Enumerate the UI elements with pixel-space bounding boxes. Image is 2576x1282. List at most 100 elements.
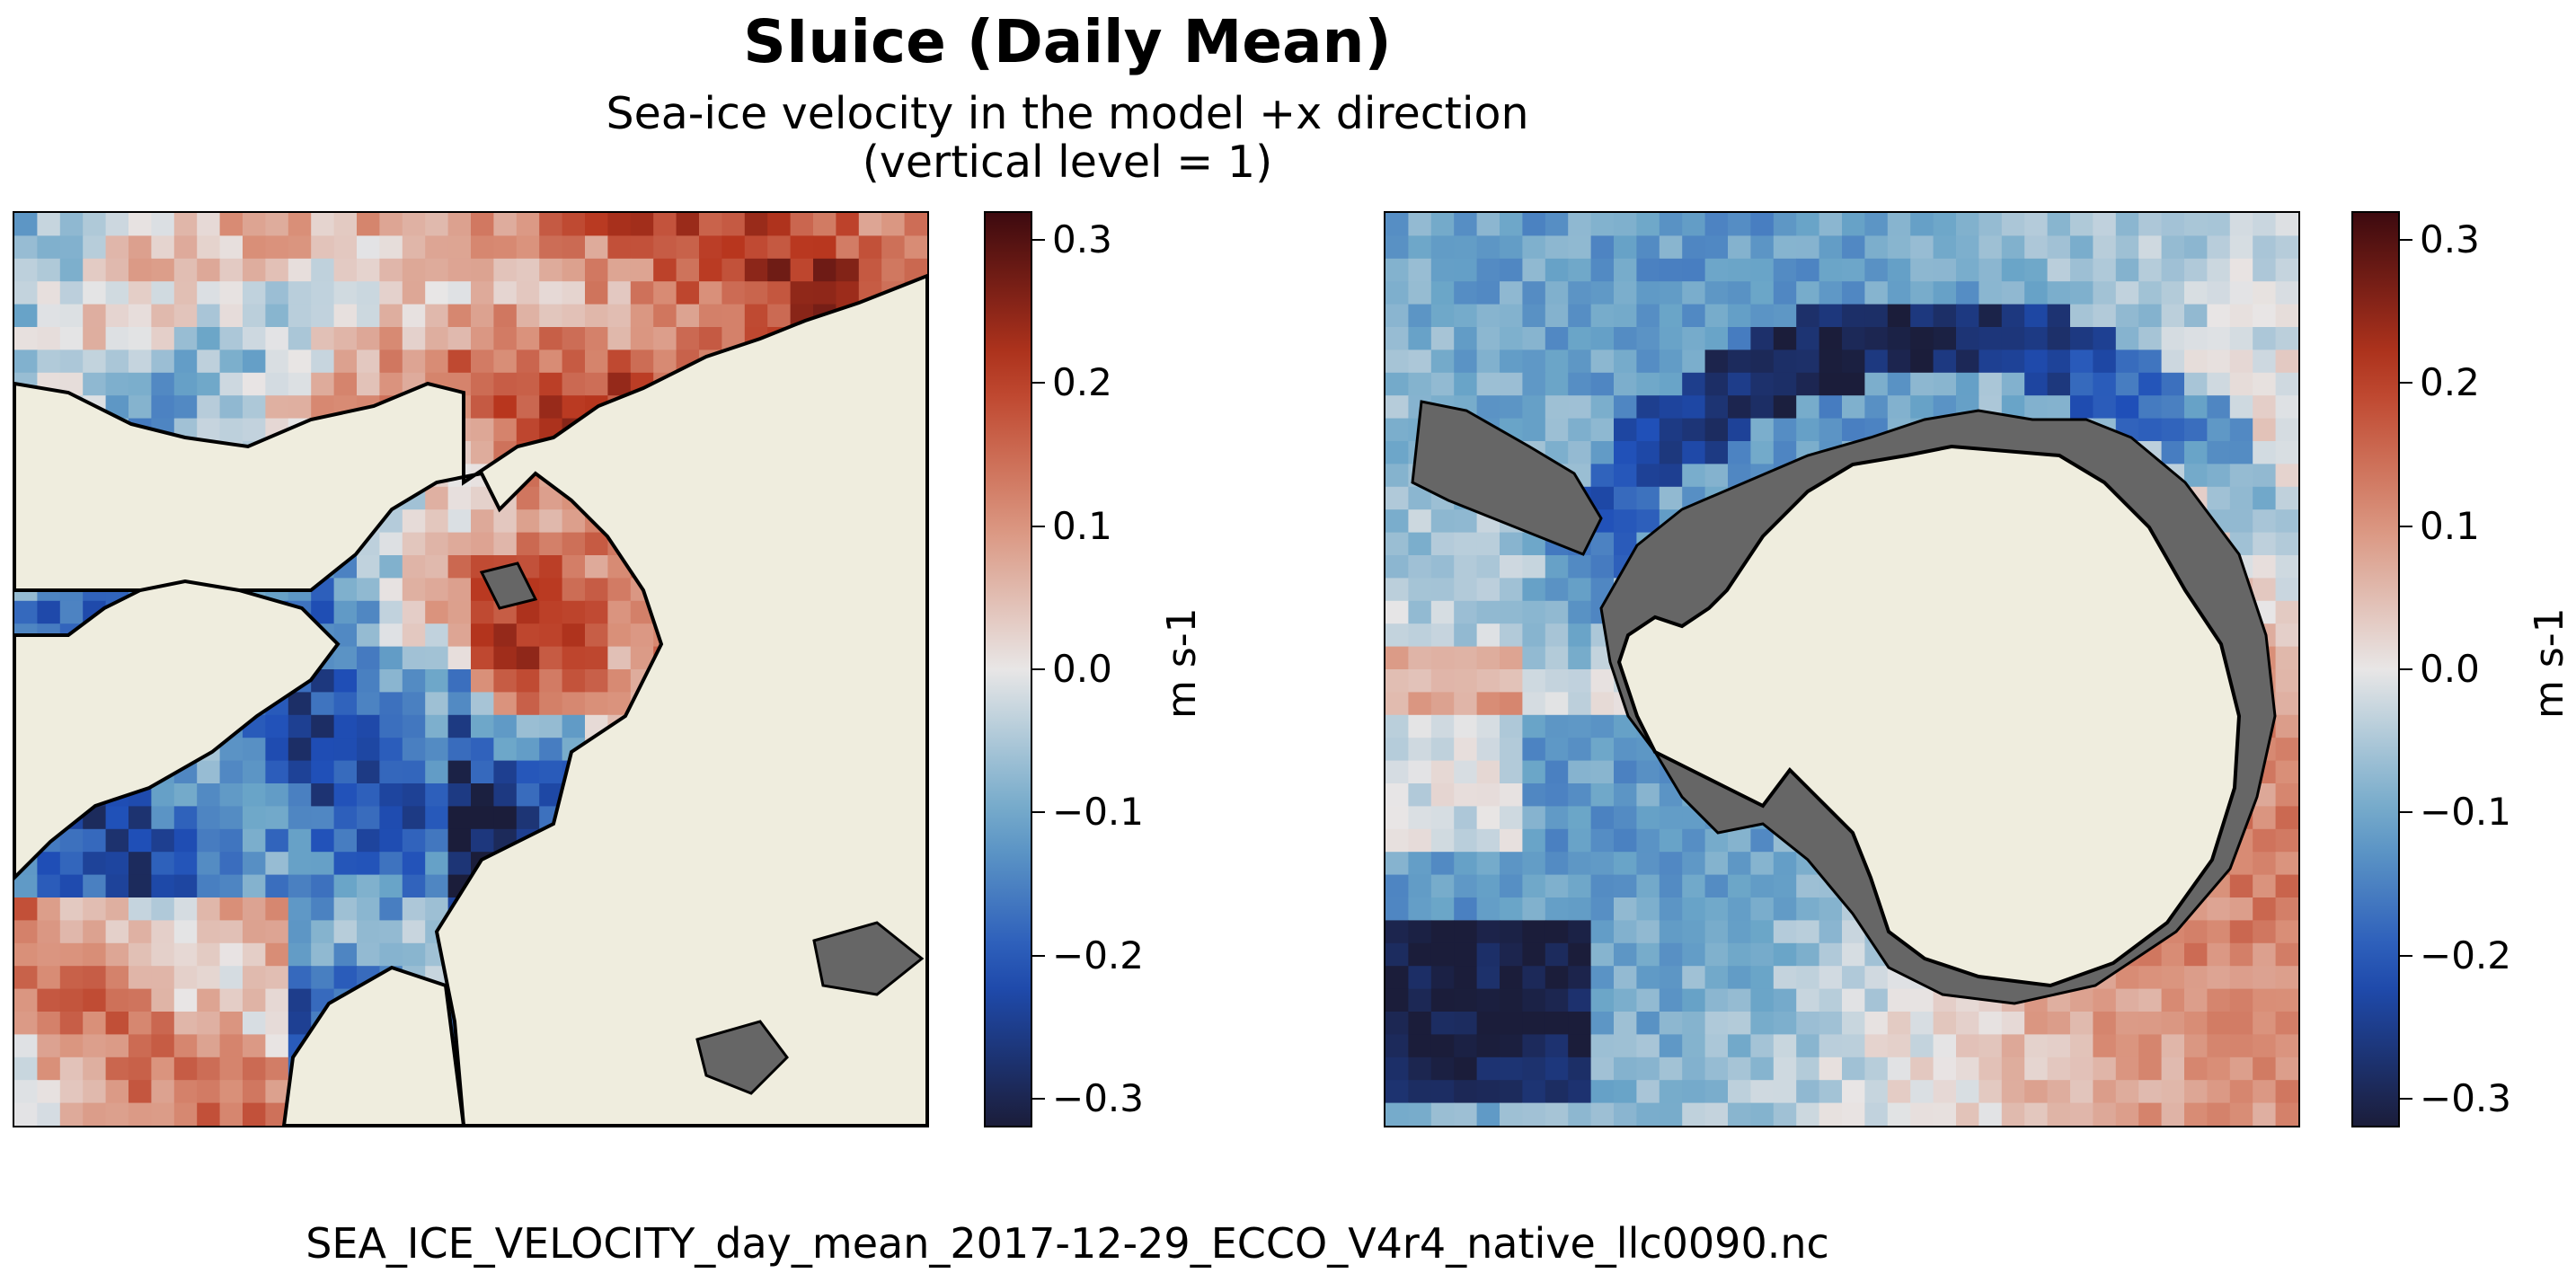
velocity-cell — [2253, 235, 2277, 260]
velocity-cell — [2161, 1080, 2185, 1104]
velocity-cell — [1385, 806, 1409, 830]
velocity-cell — [1796, 988, 1820, 1012]
velocity-cell — [219, 327, 243, 350]
velocity-cell — [2161, 349, 2185, 374]
velocity-cell — [1385, 509, 1409, 534]
velocity-cell — [1682, 942, 1706, 967]
velocity-cell — [2115, 372, 2139, 396]
velocity-cell — [1476, 258, 1500, 282]
velocity-cell — [357, 714, 380, 738]
velocity-cell — [425, 578, 449, 602]
velocity-cell — [197, 852, 221, 876]
colorbar-tick — [2400, 1098, 2412, 1101]
velocity-cell — [59, 852, 84, 876]
velocity-cell — [1682, 395, 1706, 420]
velocity-cell — [2024, 281, 2049, 305]
velocity-cell — [2093, 235, 2117, 260]
velocity-cell — [1500, 304, 1523, 328]
velocity-cell — [1773, 920, 1797, 944]
velocity-cell — [1704, 920, 1729, 944]
velocity-cell — [1659, 1034, 1683, 1058]
velocity-cell — [471, 509, 494, 534]
velocity-cell — [1545, 1012, 1569, 1035]
velocity-cell — [1522, 988, 1546, 1012]
velocity-cell — [1385, 920, 1409, 944]
velocity-cell — [1864, 372, 1889, 396]
velocity-cell — [1522, 304, 1546, 328]
velocity-cell — [197, 828, 221, 853]
velocity-cell — [2207, 395, 2231, 420]
velocity-cell — [1773, 1012, 1797, 1035]
colorbar-tick-label: −0.1 — [2420, 790, 2511, 835]
velocity-cell — [243, 874, 266, 898]
velocity-cell — [2229, 1057, 2253, 1081]
velocity-cell — [357, 692, 380, 716]
velocity-cell — [2047, 1012, 2071, 1035]
velocity-cell — [2207, 942, 2231, 967]
velocity-cell — [311, 258, 335, 282]
velocity-cell — [1887, 281, 1911, 305]
antarctic-continent — [1616, 444, 2242, 988]
velocity-cell — [1568, 600, 1592, 624]
velocity-cell — [1430, 623, 1455, 648]
velocity-cell — [173, 852, 198, 876]
velocity-cell — [1385, 486, 1409, 510]
velocity-cell — [2093, 1012, 2117, 1035]
velocity-cell — [813, 258, 837, 282]
velocity-cell — [1842, 966, 1865, 990]
velocity-cell — [1887, 327, 1911, 350]
velocity-cell — [288, 349, 312, 374]
velocity-cell — [1430, 1102, 1455, 1126]
velocity-cell — [288, 738, 312, 762]
velocity-cell — [1750, 418, 1775, 442]
velocity-cell — [2001, 304, 2025, 328]
velocity-cell — [37, 304, 61, 328]
velocity-cell — [311, 213, 335, 236]
velocity-cell — [1385, 942, 1409, 967]
velocity-cell — [83, 1102, 107, 1126]
velocity-cell — [471, 738, 494, 762]
velocity-cell — [836, 235, 860, 260]
velocity-cell — [471, 372, 494, 396]
velocity-cell — [1568, 281, 1592, 305]
velocity-cell — [1430, 349, 1455, 374]
velocity-cell — [2070, 1102, 2094, 1126]
velocity-cell — [1476, 1057, 1500, 1081]
velocity-cell — [1590, 988, 1615, 1012]
velocity-cell — [1408, 646, 1432, 670]
velocity-cell — [173, 920, 198, 944]
velocity-cell — [1910, 304, 1934, 328]
velocity-cell — [1682, 372, 1706, 396]
velocity-cell — [1682, 1080, 1706, 1104]
velocity-cell — [1682, 852, 1706, 876]
velocity-cell — [2024, 1057, 2049, 1081]
velocity-cell — [2184, 1012, 2208, 1035]
velocity-cell — [1430, 852, 1455, 876]
velocity-cell — [173, 1080, 198, 1104]
velocity-cell — [2138, 1080, 2163, 1104]
velocity-cell — [197, 372, 221, 396]
colorbar-tick — [1032, 668, 1045, 670]
velocity-cell — [2024, 304, 2049, 328]
velocity-cell — [1864, 281, 1889, 305]
velocity-cell — [265, 874, 289, 898]
colorbar-tick — [1032, 1098, 1045, 1101]
velocity-cell — [471, 646, 494, 670]
velocity-cell — [1933, 1034, 1957, 1058]
velocity-cell — [219, 920, 243, 944]
velocity-cell — [1500, 349, 1523, 374]
velocity-cell — [311, 304, 335, 328]
velocity-cell — [1430, 806, 1455, 830]
velocity-cell — [219, 395, 243, 420]
velocity-cell — [1545, 874, 1569, 898]
velocity-cell — [1454, 806, 1478, 830]
velocity-cell — [471, 760, 494, 784]
velocity-cell — [562, 714, 586, 738]
velocity-cell — [2253, 828, 2277, 853]
velocity-cell — [1408, 692, 1432, 716]
velocity-cell — [539, 669, 563, 693]
velocity-cell — [1500, 1102, 1523, 1126]
velocity-cell — [1614, 1102, 1637, 1126]
velocity-cell — [83, 852, 107, 876]
velocity-cell — [1590, 349, 1615, 374]
